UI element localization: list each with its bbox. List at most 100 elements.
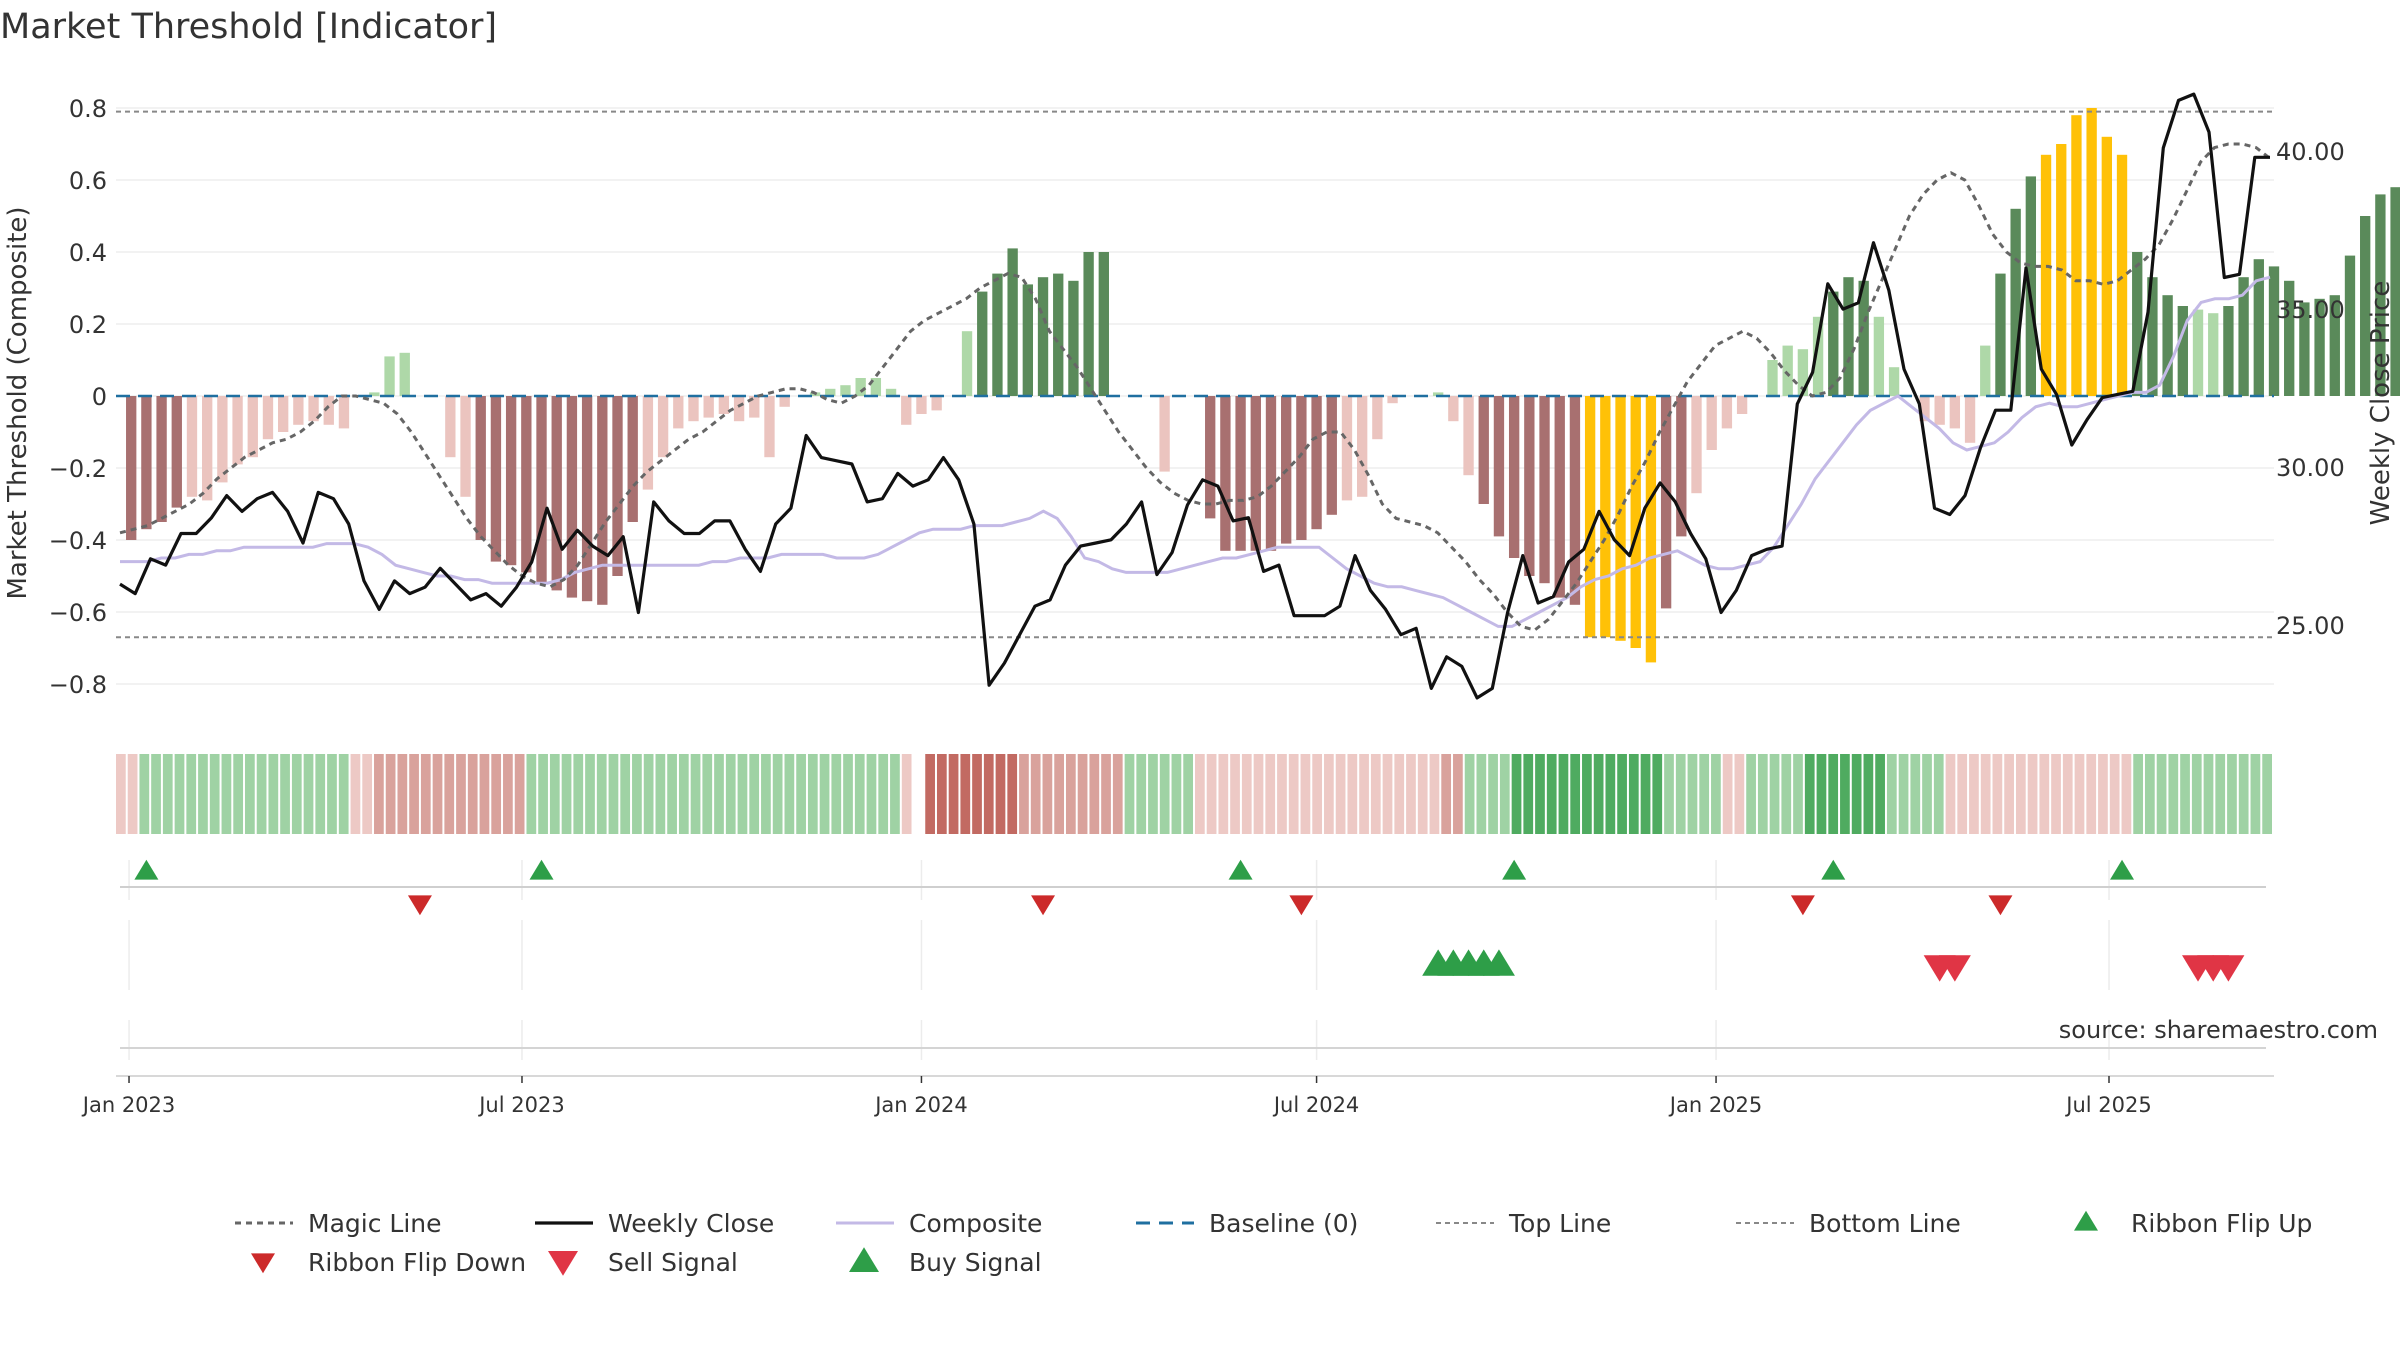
ribbon-segment [256, 754, 267, 834]
left-tick-label: −0.6 [49, 599, 107, 627]
ribbon-segment [1241, 754, 1252, 834]
composite-bar [1721, 396, 1733, 429]
composite-bar [1448, 396, 1459, 422]
ribbon-segment [2109, 754, 2120, 834]
composite-bar [1600, 396, 1611, 638]
ribbon-segment [538, 754, 548, 834]
ribbon-segment [2039, 754, 2050, 834]
ribbon-segment [655, 754, 666, 834]
ribbon-segment [796, 754, 806, 834]
composite-bar [1220, 396, 1231, 551]
composite-bar [1372, 396, 1383, 440]
left-tick-label: 0 [92, 383, 107, 411]
ribbon-segment [1769, 754, 1780, 834]
ribbon-segment [2051, 754, 2061, 834]
composite-bar [566, 396, 578, 598]
composite-bar [490, 396, 502, 562]
ribbon-segment [2015, 754, 2026, 834]
legend-label: Baseline (0) [1209, 1209, 1358, 1238]
series-lines [116, 92, 2274, 700]
ribbon-segment [233, 754, 244, 834]
ribbon-segment [1253, 754, 1264, 834]
ribbon-segment [1875, 754, 1885, 834]
composite-bar [1037, 277, 1049, 396]
legend-label: Bottom Line [1809, 1209, 1961, 1238]
composite-bar [445, 396, 456, 458]
ribbon-flip-down-marker [1031, 895, 1056, 916]
ribbon-segment [948, 754, 959, 834]
composite-bar [2223, 306, 2234, 396]
ribbon-flip-down-marker [1790, 895, 1815, 916]
ribbon-segment [1992, 754, 2003, 834]
composite-bar [2360, 216, 2371, 396]
ribbon-segment [2062, 754, 2073, 834]
ribbon-segment [573, 754, 584, 834]
composite-bar [2086, 108, 2097, 396]
composite-bar [779, 396, 790, 407]
composite-bar [1554, 396, 1565, 598]
ribbon-segment [2133, 754, 2143, 834]
legend-label: Magic Line [308, 1209, 442, 1238]
ribbon-segment [1335, 754, 1346, 834]
ribbon-segment [127, 754, 138, 834]
ribbon-segment [608, 754, 619, 834]
ribbon-segment [139, 754, 150, 834]
composite-bar [308, 396, 319, 422]
chart-title: Market Threshold [Indicator] [0, 7, 497, 47]
ribbon-segment [1804, 754, 1815, 834]
ribbon-segment [1711, 754, 1721, 834]
composite-bar [1478, 396, 1489, 504]
ribbon-segment [2191, 754, 2202, 834]
composite-bar [1934, 396, 1945, 425]
composite-bar [1767, 360, 1778, 396]
ribbon-segment [116, 754, 126, 834]
composite-bar [581, 396, 593, 602]
composite-bar [369, 392, 380, 396]
source-note: source: sharemaestro.com [2059, 1016, 2378, 1044]
ribbon-segment [1687, 754, 1698, 834]
composite-bar [1645, 396, 1657, 663]
sell-signal-marker [1938, 955, 1971, 982]
ribbon-segment [749, 754, 760, 834]
ribbon-segment [280, 754, 290, 834]
ribbon-segment [2074, 754, 2085, 834]
composite-bar [1995, 273, 2006, 396]
legend-swatch-ribbon-flip-down [251, 1253, 275, 1274]
left-tick-label: −0.4 [49, 527, 107, 555]
ribbon-segment [1453, 754, 1463, 834]
ribbon-segment [890, 754, 900, 834]
ribbon-segment [1722, 754, 1733, 834]
composite-bar [1235, 396, 1246, 551]
composite-bar [505, 396, 517, 566]
ribbon-segment [2238, 754, 2249, 834]
ribbon-segment [1652, 754, 1663, 834]
ribbon-segment [221, 754, 232, 834]
ribbon-segment [714, 754, 724, 834]
ribbon-segment [2262, 754, 2272, 834]
composite-bar [2375, 194, 2386, 396]
ribbon-segment [1746, 754, 1756, 834]
composite-bar [1828, 291, 1839, 396]
composite-bar [2390, 187, 2400, 396]
composite-bar [156, 396, 167, 522]
ribbon-segment [784, 754, 795, 834]
composite-bar [688, 396, 699, 422]
composite-bar [627, 396, 638, 522]
composite-bar [2299, 302, 2310, 396]
ribbon-flip-down-marker [407, 895, 432, 916]
buy-signal-marker [1482, 949, 1515, 976]
composite-bar [1584, 396, 1596, 638]
ribbon-segment [198, 754, 208, 834]
composite-bar [1797, 349, 1809, 396]
composite-bar [657, 396, 669, 458]
composite-bar [475, 396, 486, 540]
ribbon-segment [1030, 754, 1041, 834]
ribbon-segment [1230, 754, 1240, 834]
composite-bar [2101, 136, 2112, 397]
ribbon-segment [467, 754, 478, 834]
legend-label: Buy Signal [909, 1248, 1042, 1277]
ribbon-segment [1054, 754, 1064, 834]
composite-bar [247, 396, 258, 458]
ribbon-segment [397, 754, 408, 834]
ribbon-segment [819, 754, 830, 834]
